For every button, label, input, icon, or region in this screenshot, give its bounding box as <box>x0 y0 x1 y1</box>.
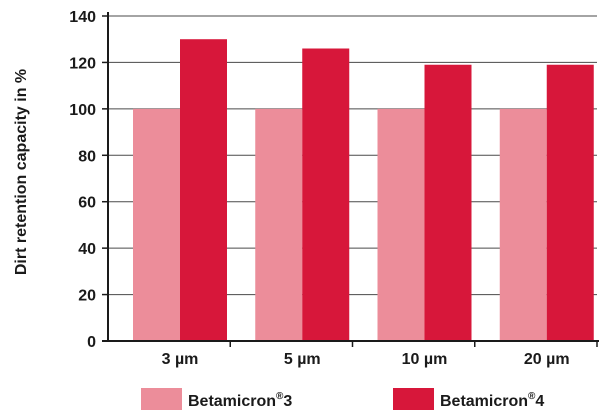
x-tick-label: 5 µm <box>284 351 321 368</box>
x-tick-label: 3 µm <box>162 351 199 368</box>
bar-betamicron3 <box>499 108 547 341</box>
bar-betamicron3 <box>377 108 425 341</box>
x-tick-label: 10 µm <box>402 351 448 368</box>
legend-entry: Betamicron®4 <box>440 391 544 410</box>
y-tick-label: 100 <box>69 102 96 119</box>
y-tick-label: 140 <box>69 9 96 26</box>
legend-series-suffix: 3 <box>283 393 292 410</box>
y-tick-label: 0 <box>87 334 96 351</box>
bar-betamicron4 <box>546 64 594 341</box>
legend-series-name: Betamicron <box>440 393 528 410</box>
bar-betamicron4 <box>180 39 227 341</box>
x-tick-labels: 3 µm 5 µm 10 µm 20 µm <box>162 351 570 368</box>
y-tick-label: 120 <box>69 55 96 72</box>
y-tick-labels: 0 20 40 60 80 100 120 140 <box>69 9 96 351</box>
y-axis-label: Dirt retention capacity in % <box>13 69 30 275</box>
legend-swatch <box>393 388 434 410</box>
bars <box>133 39 594 341</box>
legend-entry: Betamicron®3 <box>188 391 292 410</box>
legend-series-name: Betamicron <box>188 393 276 410</box>
y-tick-label: 80 <box>78 148 96 165</box>
bar-betamicron3 <box>255 108 303 341</box>
axes <box>102 12 599 347</box>
legend-series-suffix: 4 <box>535 393 544 410</box>
y-tick-label: 60 <box>78 195 96 212</box>
legend-registered-mark: ® <box>276 391 284 402</box>
legend-swatch <box>141 388 182 410</box>
legend: Betamicron®3 Betamicron®4 <box>141 388 544 410</box>
y-tick-label: 20 <box>78 288 96 305</box>
bar-betamicron4 <box>424 64 472 341</box>
bar-betamicron4 <box>302 48 350 341</box>
x-tick-label: 20 µm <box>524 351 570 368</box>
legend-registered-mark: ® <box>528 391 536 402</box>
bar-betamicron3 <box>133 108 180 341</box>
y-tick-label: 40 <box>78 241 96 258</box>
